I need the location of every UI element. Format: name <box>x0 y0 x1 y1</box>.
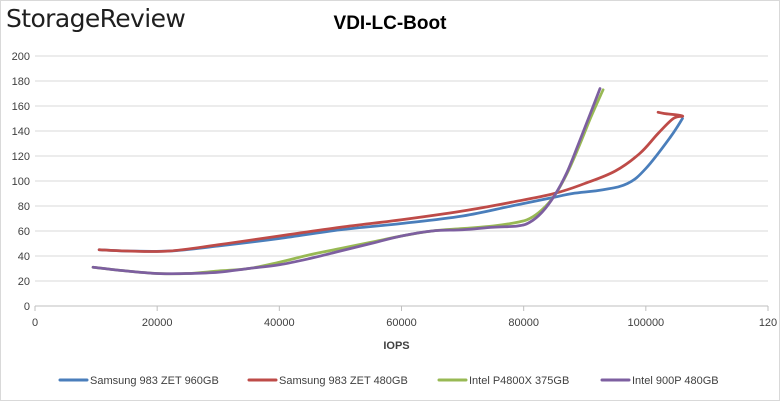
y-tick-label: 0 <box>24 301 30 313</box>
y-tick-label: 160 <box>12 101 30 113</box>
x-tick-labels: 0 20000 40000 60000 80000 100000 120 <box>32 317 777 329</box>
x-axis-title: IOPS <box>383 340 409 352</box>
y-tick-label: 180 <box>12 76 30 88</box>
brand-logo: StorageReview <box>6 4 186 33</box>
y-tick-label: 200 <box>12 51 30 63</box>
y-tick-label: 100 <box>12 176 30 188</box>
x-tick-label: 60000 <box>386 317 417 329</box>
series-line-3 <box>91 88 605 276</box>
x-tick-label: 100000 <box>627 317 664 329</box>
legend-label: Samsung 983 ZET 960GB <box>90 375 219 387</box>
x-tick-label: 40000 <box>264 317 295 329</box>
x-tick-label: 20000 <box>142 317 173 329</box>
series-line-4 <box>91 87 602 276</box>
y-tick-labels: 0 20 40 60 80 100 120 140 160 180 200 <box>12 51 30 313</box>
series-line-1 <box>97 117 684 253</box>
y-tick-label: 140 <box>12 126 30 138</box>
y-tick-label: 120 <box>12 151 30 163</box>
legend-label: Samsung 983 ZET 480GB <box>279 375 408 387</box>
x-tick-label: 120 <box>759 317 777 329</box>
x-tick-label: 80000 <box>508 317 539 329</box>
legend: Samsung 983 ZET 960GB Samsung 983 ZET 480… <box>58 375 719 387</box>
grid-lines <box>35 55 768 282</box>
chart-title: VDI-LC-Boot <box>333 13 447 34</box>
y-tick-label: 20 <box>18 276 30 288</box>
y-tick-label: 60 <box>18 226 30 238</box>
axes <box>34 305 769 311</box>
legend-label: Intel 900P 480GB <box>632 375 719 387</box>
y-tick-label: 80 <box>18 201 30 213</box>
x-tick-label: 0 <box>32 317 38 329</box>
series-line-2 <box>97 110 685 253</box>
legend-label: Intel P4800X 375GB <box>469 375 569 387</box>
y-tick-label: 40 <box>18 251 30 263</box>
series-lines <box>91 87 685 276</box>
